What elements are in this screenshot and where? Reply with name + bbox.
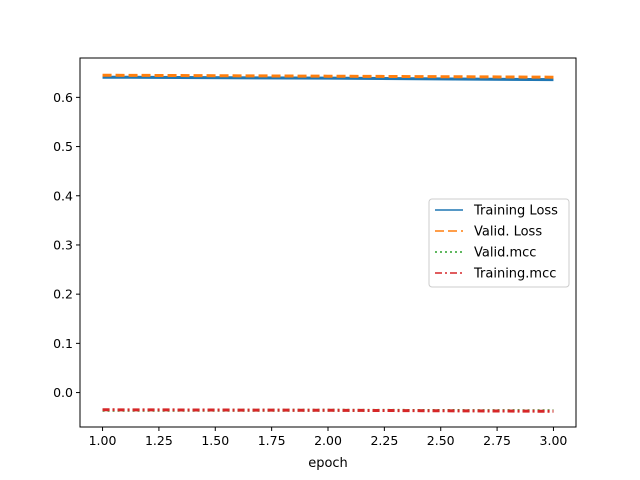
series-line-valid-loss <box>102 73 554 79</box>
x-tick-label: 1.50 <box>201 433 229 448</box>
x-axis: 1.00 1.25 1.50 1.75 2.00 2.25 2.50 2.75 3.00 <box>89 427 568 448</box>
legend-label-training-mcc: Training.mcc <box>473 267 556 282</box>
x-tick-label: 3.00 <box>540 433 568 448</box>
y-tick-label: 0.5 <box>53 139 73 154</box>
legend-items: Training Loss Valid. Loss Valid.mcc Trainin… <box>435 204 558 282</box>
x-tick-label: 2.50 <box>427 433 455 448</box>
y-tick-label: 0.3 <box>53 237 73 252</box>
legend-label-valid-mcc: Valid.mcc <box>474 246 536 261</box>
x-axis-label: epoch <box>308 456 348 471</box>
legend-box <box>428 198 570 288</box>
series-layer <box>102 73 554 413</box>
x-tick-label: 2.25 <box>370 433 398 448</box>
legend-label-valid-loss: Valid. Loss <box>474 225 542 240</box>
y-tick-label: 0.2 <box>53 287 73 302</box>
legend-label-training-loss: Training Loss <box>473 204 558 219</box>
y-axis: 0.0 0.1 0.2 0.3 0.4 0.5 0.6 <box>53 90 80 400</box>
x-tick-label: 2.75 <box>483 433 511 448</box>
y-tick-label: 0.0 <box>53 385 73 400</box>
x-tick-label: 1.75 <box>258 433 286 448</box>
x-tick-label: 1.25 <box>145 433 173 448</box>
series-line-training-mcc <box>102 408 554 413</box>
y-tick-label: 0.6 <box>53 90 73 105</box>
series-line-training-loss <box>102 75 554 82</box>
y-tick-label: 0.1 <box>53 336 73 351</box>
legend: Training Loss Valid. Loss Valid.mcc Trainin… <box>428 198 570 288</box>
y-tick-label: 0.4 <box>53 188 73 203</box>
x-tick-label: 1.00 <box>89 433 117 448</box>
x-tick-label: 2.00 <box>314 433 342 448</box>
